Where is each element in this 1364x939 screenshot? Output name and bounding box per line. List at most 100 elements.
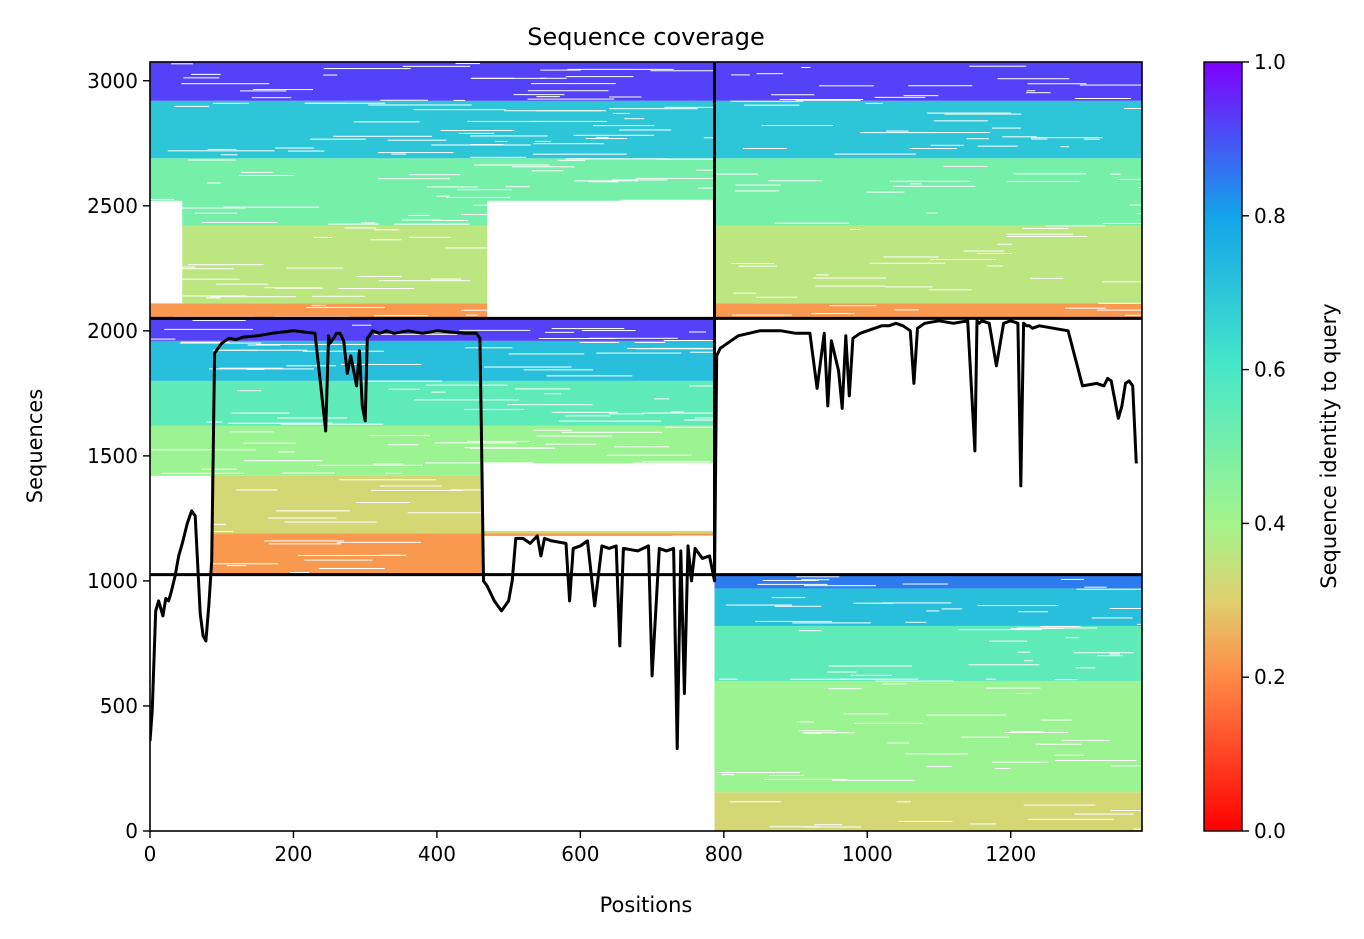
gap-streak (1031, 138, 1048, 140)
gap-streak (1054, 679, 1078, 681)
x-tick-label: 800 (705, 842, 743, 866)
gap-streak (612, 179, 668, 181)
gap-streak (1002, 136, 1037, 138)
gap-streak (986, 678, 997, 680)
gap-streak (614, 446, 670, 448)
gap-streak (801, 66, 811, 68)
gap-streak (219, 367, 283, 369)
gap-streak (650, 70, 715, 72)
y-tick-label: 3000 (87, 69, 138, 93)
gap-streak (565, 158, 668, 160)
identity-band (714, 625, 1142, 681)
gap-streak (1110, 173, 1121, 175)
gap-streak (811, 313, 855, 315)
gap-streak (904, 753, 968, 755)
gap-streak (989, 640, 1028, 642)
gap-streak (573, 180, 638, 182)
gap-streak (378, 178, 450, 180)
gap-streak (588, 181, 619, 183)
gap-streak (473, 164, 550, 166)
gap-streak (1030, 277, 1064, 279)
gap-streak (1035, 743, 1082, 745)
gap-streak (869, 262, 946, 264)
gap-streak (1075, 667, 1096, 669)
gap-streak (608, 108, 698, 110)
gap-streak (470, 447, 555, 449)
gap-streak (853, 602, 894, 604)
gap-streak (466, 440, 530, 442)
gap-streak (278, 451, 295, 453)
gap-streak (1024, 660, 1033, 662)
gap-streak (1084, 586, 1107, 588)
gap-streak (286, 267, 344, 269)
gap-streak (908, 85, 973, 87)
gap-streak (246, 368, 265, 370)
gap-streak (1135, 213, 1142, 215)
y-tick-label: 500 (100, 694, 138, 718)
gap-streak (926, 714, 1007, 716)
gap-streak (968, 664, 1040, 666)
gap-streak (533, 143, 604, 145)
gap-streak (792, 622, 871, 624)
gap-streak (743, 147, 787, 149)
gap-streak (276, 417, 348, 419)
gap-streak (730, 74, 750, 76)
gap-streak (997, 78, 1070, 80)
gap-streak (1061, 739, 1110, 741)
gap-streak (304, 559, 373, 561)
gap-streak (716, 772, 800, 774)
gap-streak (275, 510, 351, 512)
gap-streak (1096, 309, 1142, 311)
gap-streak (928, 289, 972, 291)
gap-streak (288, 150, 325, 152)
gap-streak (1017, 627, 1098, 629)
gap-streak (305, 102, 386, 104)
gap-streak (632, 462, 715, 464)
gap-streak (150, 338, 176, 340)
gap-streak (370, 489, 464, 491)
gap-streak (613, 112, 630, 114)
gap-streak (167, 150, 275, 152)
gap-streak (470, 156, 527, 158)
y-tick-label: 2000 (87, 319, 138, 343)
gap-streak (551, 328, 625, 330)
y-tick-label: 1000 (87, 569, 138, 593)
gap-streak (536, 435, 613, 437)
gap-streak (470, 144, 504, 146)
gap-streak (926, 765, 952, 767)
gap-streak (236, 489, 278, 491)
gap-streak (930, 258, 997, 260)
gap-streak (1097, 655, 1123, 657)
gap-streak (187, 159, 236, 161)
gap-streak (532, 153, 627, 155)
colorbar-tick-label: 0.0 (1254, 819, 1286, 843)
gap-streak (538, 338, 616, 340)
gap-streak (731, 263, 775, 265)
gap-streak (1138, 187, 1142, 189)
gap-streak (828, 665, 913, 667)
gap-streak (432, 219, 469, 221)
gap-streak (689, 351, 715, 353)
gap-streak (243, 460, 323, 462)
gap-streak (531, 83, 616, 85)
gap-streak (561, 431, 663, 433)
gap-streak (1110, 810, 1142, 812)
gap-streak (505, 186, 530, 188)
gap-streak (930, 144, 964, 146)
gap-streak (961, 736, 1010, 738)
gap-streak (251, 97, 292, 99)
gap-streak (703, 137, 715, 139)
gap-streak (557, 159, 585, 161)
gap-streak (545, 443, 597, 445)
gap-streak (275, 287, 324, 289)
gap-streak (850, 674, 892, 676)
gap-streak (164, 328, 253, 330)
gap-streak (385, 472, 403, 474)
gap-streak (1010, 730, 1044, 732)
gap-streak (1040, 719, 1072, 721)
gap-streak (816, 274, 829, 276)
gap-streak (694, 417, 715, 419)
gap-streak (799, 730, 836, 732)
gap-streak (267, 517, 337, 519)
gap-streak (465, 347, 513, 349)
